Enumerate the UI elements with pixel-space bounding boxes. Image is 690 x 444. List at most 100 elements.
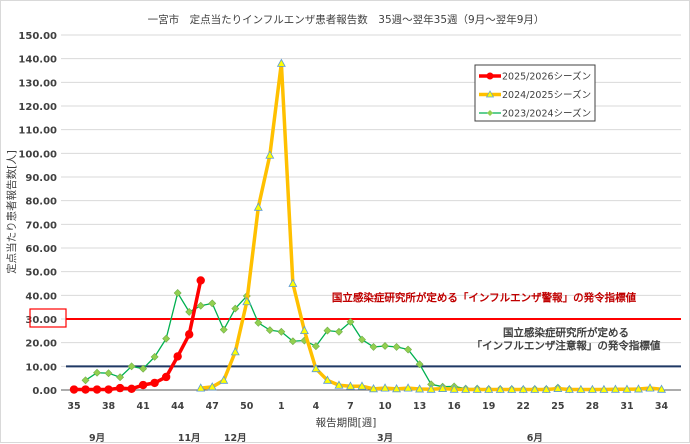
x-axis-label: 報告期間[週]	[316, 416, 377, 429]
y-tick-label: 80.00	[25, 197, 57, 208]
data-point	[150, 352, 159, 361]
y-tick-label: 140.00	[18, 55, 57, 66]
data-point	[323, 326, 332, 335]
x-tick-label: 47	[206, 401, 219, 412]
data-point	[564, 384, 574, 393]
data-point	[392, 343, 401, 351]
threshold-tick-highlight-box	[29, 308, 67, 328]
data-point	[610, 384, 620, 393]
data-point	[484, 384, 494, 393]
data-point	[369, 343, 378, 351]
x-tick-label: 41	[137, 401, 150, 412]
data-point	[381, 342, 389, 350]
x-tick-label: 4	[313, 401, 320, 412]
data-point	[587, 384, 597, 393]
data-point	[115, 383, 125, 393]
y-tick-label: 0.00	[32, 386, 57, 397]
data-point	[104, 385, 113, 394]
y-axis-label: 定点当たり患者報告数[人]	[5, 150, 18, 274]
advisory-threshold-label-line1: 国立感染症研究所が定める	[503, 326, 629, 339]
data-point	[392, 383, 402, 393]
y-tick-label: 60.00	[25, 244, 57, 255]
data-point	[299, 325, 309, 334]
data-point	[634, 384, 643, 393]
data-point	[138, 380, 148, 390]
data-point	[599, 384, 609, 393]
series-line	[74, 280, 203, 392]
y-tick-label: 70.00	[25, 220, 57, 231]
data-point	[219, 375, 229, 384]
data-point	[358, 335, 366, 344]
data-point	[116, 373, 125, 382]
series-1	[196, 58, 666, 393]
data-point	[277, 327, 286, 336]
x-tick-label: 10	[378, 401, 392, 412]
data-point	[81, 385, 90, 394]
data-point	[162, 334, 171, 343]
data-point	[150, 378, 159, 388]
y-tick-label: 110.00	[18, 126, 57, 137]
data-point	[185, 307, 194, 316]
legend-marker	[487, 110, 493, 116]
month-label: 12月	[224, 433, 247, 444]
data-point	[265, 150, 275, 159]
y-tick-label: 20.00	[25, 339, 57, 350]
x-tick-label: 28	[586, 401, 600, 412]
data-point	[92, 385, 102, 394]
month-label: 3月	[377, 433, 393, 444]
data-point	[265, 326, 274, 335]
legend-marker	[485, 90, 495, 98]
legend: 2025/2026シーズン 2024/2025シーズン 2023/2024シーズン	[474, 64, 596, 122]
chart-title: 一宮市 定点当たりインフルエンザ患者報告数 35週～翌年35週（9月～翌年9月）	[148, 13, 545, 26]
data-point	[518, 384, 528, 393]
data-point	[139, 364, 148, 373]
data-point	[242, 296, 252, 306]
data-point	[161, 372, 171, 382]
data-point	[346, 317, 355, 326]
data-point	[173, 289, 182, 297]
x-tick-label: 22	[517, 401, 530, 412]
data-point	[461, 384, 471, 393]
data-point	[322, 375, 332, 384]
legend-marker	[486, 72, 494, 80]
y-tick-label: 10.00	[25, 362, 57, 373]
x-tick-label: 31	[620, 401, 633, 412]
data-point	[196, 383, 206, 392]
x-tick-label: 35	[67, 401, 80, 412]
data-point	[403, 383, 413, 392]
data-point	[426, 384, 436, 393]
month-label: 6月	[527, 433, 543, 444]
data-point	[104, 369, 113, 378]
x-tick-label: 34	[655, 401, 669, 412]
month-label: 9月	[89, 433, 105, 444]
x-tick-label: 44	[171, 401, 185, 412]
month-label: 11月	[178, 433, 201, 444]
data-point	[231, 304, 240, 313]
data-point	[415, 360, 424, 369]
data-point	[335, 327, 343, 336]
x-tick-label: 16	[448, 401, 462, 412]
data-point	[196, 301, 205, 310]
x-tick-label: 1	[278, 401, 285, 412]
data-point	[507, 384, 517, 393]
data-point	[81, 376, 90, 385]
data-point	[530, 384, 540, 393]
data-point	[254, 318, 263, 327]
data-point	[127, 362, 136, 371]
data-point	[657, 384, 666, 393]
data-point	[173, 352, 182, 361]
data-point	[449, 384, 459, 393]
data-point	[230, 347, 240, 356]
data-point	[438, 383, 448, 392]
data-point	[346, 381, 355, 390]
data-point	[311, 342, 320, 351]
data-point	[253, 202, 263, 211]
series-0	[69, 276, 205, 394]
data-point	[495, 384, 505, 393]
data-point	[69, 385, 79, 394]
data-point	[208, 299, 217, 308]
x-tick-label: 25	[551, 401, 564, 412]
data-point	[334, 380, 344, 389]
